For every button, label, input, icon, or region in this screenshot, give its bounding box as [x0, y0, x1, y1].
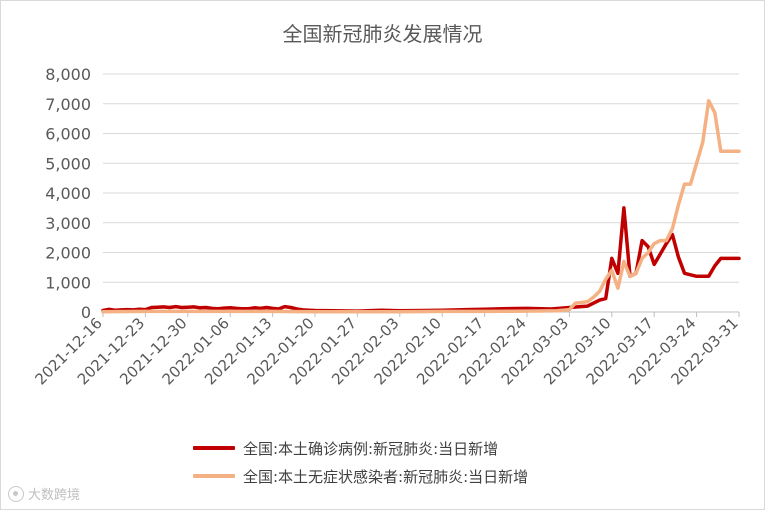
y-tick-label: 0 [81, 303, 91, 322]
y-tick-label: 3,000 [45, 214, 91, 233]
grid-lines [103, 73, 739, 313]
y-axis-ticks: 0 1,000 2,000 3,000 4,000 5,000 6,000 7,000 8,00… [45, 65, 91, 322]
series-lines [101, 99, 741, 314]
y-tick-label: 1,000 [45, 273, 91, 292]
legend: 全国:本土确诊病例:新冠肺炎:当日新增 全国:本土无症状感染者:新冠肺炎:当日新… [193, 434, 528, 490]
chart-title: 全国新冠肺炎发展情况 [282, 22, 483, 46]
x-axis-ticks: 2021-12-162021-12-232021-12-302022-01-06… [31, 312, 742, 388]
y-tick-label: 5,000 [45, 154, 91, 173]
y-tick-label: 8,000 [45, 65, 91, 84]
y-tick-label: 6,000 [45, 125, 91, 144]
y-tick-label: 7,000 [45, 95, 91, 114]
y-tick-label: 4,000 [45, 184, 91, 203]
watermark: 大数跨境 [8, 484, 80, 503]
watermark-logo-icon [8, 485, 24, 502]
legend-item-asymptomatic: 全国:本土无症状感染者:新冠肺炎:当日新增 [193, 462, 528, 490]
legend-swatch-confirmed [193, 446, 235, 450]
watermark-text: 大数跨境 [28, 488, 81, 503]
series-line-asymptomatic [101, 99, 741, 314]
series-line-confirmed [101, 206, 741, 313]
legend-label-asymptomatic: 全国:本土无症状感染者:新冠肺炎:当日新增 [243, 467, 529, 486]
legend-item-confirmed: 全国:本土确诊病例:新冠肺炎:当日新增 [193, 434, 528, 462]
legend-label-confirmed: 全国:本土确诊病例:新冠肺炎:当日新增 [243, 439, 499, 458]
legend-swatch-asymptomatic [193, 474, 235, 478]
y-tick-label: 2,000 [45, 244, 91, 263]
